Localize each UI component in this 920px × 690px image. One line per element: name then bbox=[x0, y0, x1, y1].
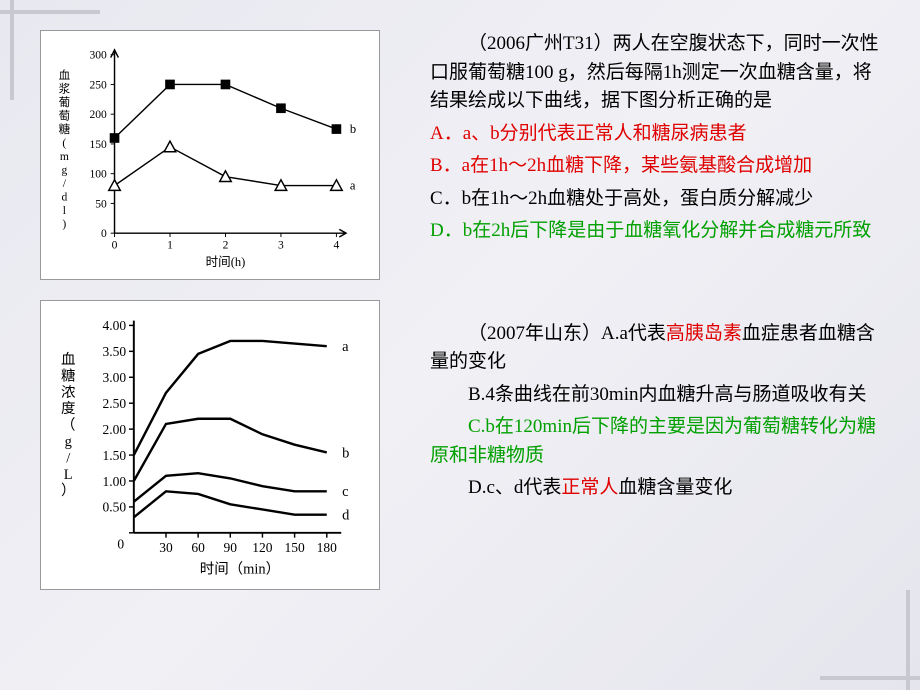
q1-option-d: D．b在2h后下降是由于血糖氧化分解并合成糖元所致 bbox=[430, 217, 890, 246]
svg-text:150: 150 bbox=[284, 540, 305, 555]
q1-stem: （2006广州T31）两人在空腹状态下，同时一次性口服葡萄糖100 g，然后每隔… bbox=[430, 30, 890, 116]
svg-text:浓: 浓 bbox=[61, 384, 76, 401]
svg-text:g: g bbox=[65, 434, 72, 450]
svg-text:时间（min）: 时间（min） bbox=[200, 560, 280, 577]
q2a-pre: （2007年山东）A.a代表 bbox=[468, 323, 666, 344]
q2-option-b: B.4条曲线在前30min内血糖升高与肠道吸收有关 bbox=[430, 381, 890, 410]
svg-text:）: ） bbox=[61, 482, 75, 499]
svg-text:4: 4 bbox=[334, 239, 340, 252]
q2d-post: 血糖含量变化 bbox=[618, 477, 732, 498]
svg-text:糖: 糖 bbox=[61, 367, 75, 384]
svg-text:3: 3 bbox=[278, 239, 284, 252]
chart-2-box: 0.50 1.00 1.50 2.00 2.50 3.00 3.50 4.00 0 30 60 90 1… bbox=[40, 300, 380, 590]
svg-text:): ) bbox=[62, 217, 66, 230]
svg-text:a: a bbox=[342, 339, 349, 355]
svg-text:1: 1 bbox=[167, 239, 173, 252]
q1-option-a: A．a、b分别代表正常人和糖尿病患者 bbox=[430, 120, 890, 149]
svg-text:a: a bbox=[350, 178, 356, 192]
svg-text:3.50: 3.50 bbox=[102, 344, 126, 359]
svg-text:d: d bbox=[342, 507, 350, 523]
svg-text:c: c bbox=[342, 484, 348, 500]
svg-text:3.00: 3.00 bbox=[102, 370, 126, 385]
svg-text:l: l bbox=[63, 204, 66, 217]
spacer bbox=[430, 250, 890, 320]
svg-text:0: 0 bbox=[101, 227, 107, 240]
svg-text:2.50: 2.50 bbox=[102, 396, 126, 411]
svg-text:180: 180 bbox=[317, 540, 338, 555]
q2a-highlight: 高胰岛素 bbox=[666, 323, 742, 344]
svg-text:/: / bbox=[66, 450, 71, 466]
text-column: （2006广州T31）两人在空腹状态下，同时一次性口服葡萄糖100 g，然后每隔… bbox=[430, 30, 890, 590]
svg-text:1.00: 1.00 bbox=[102, 474, 126, 489]
svg-text:（: （ bbox=[61, 417, 75, 434]
svg-text:g: g bbox=[61, 163, 67, 176]
svg-text:度: 度 bbox=[61, 400, 75, 417]
corner-decoration-br bbox=[780, 550, 920, 690]
svg-text:0: 0 bbox=[117, 536, 124, 551]
svg-text:时间(h): 时间(h) bbox=[206, 255, 246, 269]
svg-text:100: 100 bbox=[89, 168, 107, 181]
q2-option-a: （2007年山东）A.a代表高胰岛素血症患者血糖含量的变化 bbox=[430, 320, 890, 377]
q1-option-c: C．b在1h～2h血糖处于高处，蛋白质分解减少 bbox=[430, 185, 890, 214]
corner-decoration-tl bbox=[0, 0, 140, 140]
svg-text:L: L bbox=[64, 467, 73, 483]
q2d-highlight: 正常人 bbox=[561, 477, 618, 498]
svg-text:90: 90 bbox=[224, 540, 238, 555]
svg-text:b: b bbox=[350, 122, 356, 136]
svg-text:m: m bbox=[60, 150, 69, 163]
svg-text:30: 30 bbox=[159, 540, 173, 555]
q2-option-d: D.c、d代表正常人血糖含量变化 bbox=[430, 474, 890, 503]
svg-text:2: 2 bbox=[223, 239, 229, 252]
svg-text:1.50: 1.50 bbox=[102, 448, 126, 463]
svg-text:2.00: 2.00 bbox=[102, 422, 126, 437]
svg-text:b: b bbox=[342, 445, 349, 461]
svg-text:血: 血 bbox=[61, 351, 75, 368]
chart-2: 0.50 1.00 1.50 2.00 2.50 3.00 3.50 4.00 0 30 60 90 1… bbox=[47, 307, 375, 585]
svg-text:4.00: 4.00 bbox=[102, 318, 126, 333]
q2-option-c: C.b在120min后下降的主要是因为葡萄糖转化为糖原和非糖物质 bbox=[430, 413, 890, 470]
svg-text:0: 0 bbox=[112, 239, 118, 252]
svg-text:/: / bbox=[63, 177, 67, 190]
svg-text:120: 120 bbox=[252, 540, 273, 555]
svg-text:50: 50 bbox=[95, 197, 107, 210]
svg-text:60: 60 bbox=[191, 540, 205, 555]
svg-text:0.50: 0.50 bbox=[102, 500, 126, 515]
q2d-pre: D.c、d代表 bbox=[468, 477, 561, 498]
svg-text:d: d bbox=[61, 190, 67, 203]
q1-option-b: B．a在1h～2h血糖下降，某些氨基酸合成增加 bbox=[430, 152, 890, 181]
